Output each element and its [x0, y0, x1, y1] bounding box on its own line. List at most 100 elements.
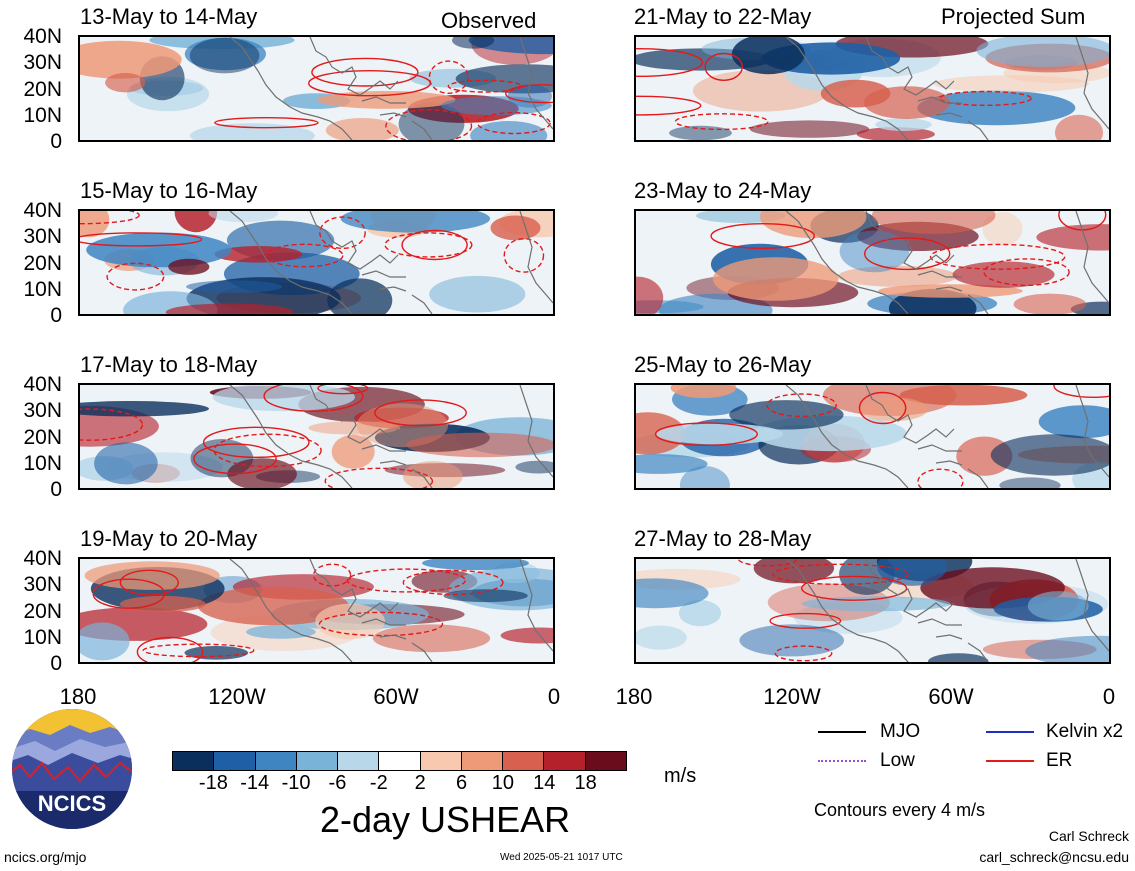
shear-map	[634, 383, 1111, 490]
er-contour	[1053, 385, 1109, 398]
y-tick-label: 30N	[23, 225, 62, 248]
shear-blob	[189, 37, 260, 74]
shear-blob	[1036, 224, 1109, 251]
shear-blob	[325, 118, 399, 140]
colorbar-swatch	[543, 752, 585, 770]
y-tick-label: 0	[50, 478, 62, 501]
coastline	[785, 559, 1109, 662]
shear-blob	[80, 211, 110, 238]
shear-blob	[331, 434, 375, 469]
shear-blob	[84, 561, 220, 590]
shear-field	[636, 385, 1109, 488]
colorbar-swatch	[254, 752, 296, 770]
er-contour	[774, 645, 833, 662]
colorbar-swatch	[173, 752, 214, 770]
shear-blob	[871, 211, 996, 234]
panel-title: 13-May to 14-May	[80, 4, 258, 29]
projected-sum-label: Projected Sum	[941, 4, 1086, 29]
legend-kelvin: Kelvin x2	[1046, 721, 1124, 742]
er-contour	[769, 612, 842, 629]
shear-blob	[858, 397, 928, 422]
er-contour	[401, 229, 468, 261]
legend-low: Low	[880, 750, 915, 771]
footer-email: carl_schreck@ncsu.edu	[979, 849, 1129, 865]
shear-blob	[119, 595, 206, 613]
shear-blob	[933, 75, 1090, 93]
er-contour	[374, 399, 467, 427]
colorbar-swatch	[213, 752, 255, 770]
shear-blob	[470, 121, 548, 140]
er-contour	[202, 426, 310, 458]
shear-blob	[837, 265, 958, 287]
er-contour	[324, 467, 434, 488]
er-contour	[505, 84, 553, 104]
er-contour	[428, 60, 469, 95]
y-tick-label: 30N	[23, 573, 62, 596]
y-tick-label: 0	[50, 130, 62, 153]
panel-title: 19-May to 20-May	[80, 526, 258, 551]
contour-note: Contours every 4 m/s	[814, 800, 986, 820]
er-contour	[636, 95, 702, 116]
shear-blob	[990, 434, 1109, 476]
y-tick-label: 40N	[23, 25, 62, 48]
footer-author: Carl Schreck	[1048, 828, 1129, 844]
shear-blob	[729, 400, 844, 430]
shear-blob	[917, 90, 1076, 126]
colorbar-tick-label: -18	[198, 772, 228, 794]
er-contour	[983, 258, 1070, 286]
shear-blob	[636, 578, 709, 609]
er-contour	[858, 391, 907, 425]
main-title: 2-day USHEAR	[320, 799, 571, 840]
shear-blob	[441, 96, 552, 116]
y-tick-label: 20N	[23, 252, 62, 275]
colorbar-tick-label: -14	[240, 772, 270, 794]
shear-blob	[422, 559, 529, 571]
shear-blob	[712, 257, 839, 301]
shear-blob	[952, 261, 1055, 288]
er-contour	[318, 611, 444, 637]
shear-blob	[999, 477, 1061, 488]
er-contour	[346, 568, 467, 593]
shear-blob	[1038, 405, 1109, 439]
er-contour	[193, 443, 277, 475]
er-contour	[476, 111, 551, 135]
colorbar-swatch	[337, 752, 379, 770]
shear-blob	[340, 211, 491, 233]
shear-blob	[168, 258, 210, 275]
kelvin-line	[986, 731, 1034, 733]
er-contour	[447, 79, 523, 93]
shear-blob	[679, 466, 730, 488]
er-contour	[636, 48, 704, 77]
er-contour	[385, 109, 473, 140]
shear-blob	[636, 625, 687, 650]
er-contour	[402, 569, 504, 596]
shear-blob	[490, 215, 541, 241]
x-tick-label: 180	[615, 684, 653, 709]
shear-blob	[184, 37, 266, 71]
colorbar-tick-label: -10	[281, 772, 311, 794]
er-contour	[938, 90, 1032, 107]
shear-blob	[165, 303, 294, 314]
y-tick-label: 0	[50, 304, 62, 327]
er-contour	[80, 211, 140, 225]
colorbar-units: m/s	[664, 765, 697, 787]
shear-blob	[515, 460, 553, 474]
shear-blob	[105, 73, 146, 93]
logo-text: NCICS	[38, 791, 106, 816]
shear-blob	[80, 401, 209, 417]
er-contour	[710, 222, 815, 250]
shear-field	[636, 559, 1109, 662]
shear-field	[80, 211, 553, 314]
shear-map	[634, 209, 1111, 316]
colorbar-tick-label: -6	[328, 772, 347, 794]
y-tick-label: 40N	[23, 199, 62, 222]
er-contour	[319, 216, 366, 250]
shear-map	[634, 35, 1111, 142]
shear-blob	[875, 118, 932, 131]
coastline	[785, 37, 1109, 140]
x-tick-label: 120W	[208, 684, 266, 709]
y-tick-label: 20N	[23, 78, 62, 101]
shear-blob	[1013, 293, 1087, 314]
shear-blob	[749, 120, 870, 138]
shear-blob	[636, 454, 708, 474]
